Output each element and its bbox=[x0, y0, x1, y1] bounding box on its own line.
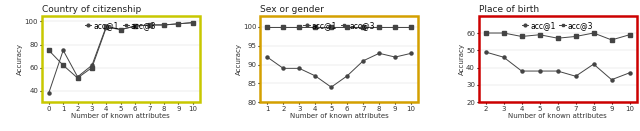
acc@3 bbox=[160, 24, 168, 26]
acc@1 bbox=[590, 63, 598, 65]
acc@1 bbox=[407, 53, 415, 54]
Text: Country of citizenship: Country of citizenship bbox=[42, 5, 141, 13]
Y-axis label: Accuracy: Accuracy bbox=[236, 43, 242, 75]
acc@3 bbox=[312, 26, 319, 28]
acc@3 bbox=[280, 26, 287, 28]
acc@3 bbox=[391, 26, 399, 28]
acc@3 bbox=[518, 36, 525, 37]
Line: acc@3: acc@3 bbox=[47, 21, 194, 80]
acc@1 bbox=[500, 56, 508, 58]
acc@3 bbox=[175, 23, 182, 25]
acc@1 bbox=[146, 24, 154, 26]
Line: acc@1: acc@1 bbox=[47, 21, 194, 94]
acc@1 bbox=[88, 64, 96, 66]
acc@3 bbox=[102, 26, 110, 28]
acc@3 bbox=[536, 34, 543, 36]
acc@1 bbox=[175, 23, 182, 25]
acc@3 bbox=[117, 29, 125, 30]
acc@3 bbox=[45, 50, 52, 51]
acc@3 bbox=[328, 26, 335, 28]
acc@1 bbox=[626, 72, 634, 74]
acc@3 bbox=[608, 39, 616, 41]
acc@1 bbox=[536, 70, 543, 72]
acc@3 bbox=[74, 77, 81, 79]
Line: acc@1: acc@1 bbox=[266, 52, 413, 89]
acc@1 bbox=[60, 50, 67, 51]
acc@3 bbox=[590, 32, 598, 34]
Text: Sex or gender: Sex or gender bbox=[260, 5, 324, 13]
acc@3 bbox=[482, 32, 490, 34]
acc@3 bbox=[189, 22, 196, 23]
acc@1 bbox=[160, 24, 168, 26]
acc@1 bbox=[117, 29, 125, 30]
acc@1 bbox=[608, 79, 616, 80]
acc@3 bbox=[500, 32, 508, 34]
acc@3 bbox=[343, 26, 351, 28]
acc@1 bbox=[74, 76, 81, 78]
acc@3 bbox=[131, 25, 139, 27]
Legend: acc@1, acc@3: acc@1, acc@3 bbox=[83, 20, 158, 32]
X-axis label: Number of known attributes: Number of known attributes bbox=[72, 113, 170, 119]
acc@1 bbox=[312, 75, 319, 77]
Y-axis label: Accuracy: Accuracy bbox=[17, 43, 23, 75]
acc@3 bbox=[146, 24, 154, 26]
Line: acc@1: acc@1 bbox=[484, 51, 631, 81]
acc@1 bbox=[328, 86, 335, 88]
acc@1 bbox=[45, 92, 52, 94]
acc@3 bbox=[554, 37, 561, 39]
acc@1 bbox=[359, 60, 367, 62]
acc@1 bbox=[391, 56, 399, 58]
acc@1 bbox=[518, 70, 525, 72]
acc@3 bbox=[296, 26, 303, 28]
Line: acc@3: acc@3 bbox=[266, 25, 413, 29]
Legend: acc@1, acc@3: acc@1, acc@3 bbox=[520, 20, 595, 32]
acc@3 bbox=[359, 26, 367, 28]
Y-axis label: Accuracy: Accuracy bbox=[459, 43, 465, 75]
X-axis label: Number of known attributes: Number of known attributes bbox=[508, 113, 607, 119]
acc@1 bbox=[264, 56, 271, 58]
acc@3 bbox=[264, 26, 271, 28]
acc@1 bbox=[280, 68, 287, 69]
Line: acc@3: acc@3 bbox=[484, 31, 631, 41]
acc@1 bbox=[554, 70, 561, 72]
acc@3 bbox=[88, 67, 96, 68]
acc@1 bbox=[131, 25, 139, 27]
acc@3 bbox=[407, 26, 415, 28]
acc@1 bbox=[572, 75, 579, 77]
acc@3 bbox=[572, 36, 579, 37]
acc@1 bbox=[102, 25, 110, 27]
Text: Place of birth: Place of birth bbox=[479, 5, 539, 13]
acc@1 bbox=[189, 22, 196, 23]
Legend: acc@1, acc@3: acc@1, acc@3 bbox=[302, 20, 376, 32]
acc@1 bbox=[375, 53, 383, 54]
acc@1 bbox=[482, 51, 490, 53]
acc@3 bbox=[375, 26, 383, 28]
acc@1 bbox=[296, 68, 303, 69]
acc@1 bbox=[343, 75, 351, 77]
X-axis label: Number of known attributes: Number of known attributes bbox=[290, 113, 388, 119]
acc@3 bbox=[60, 64, 67, 66]
acc@3 bbox=[626, 34, 634, 36]
